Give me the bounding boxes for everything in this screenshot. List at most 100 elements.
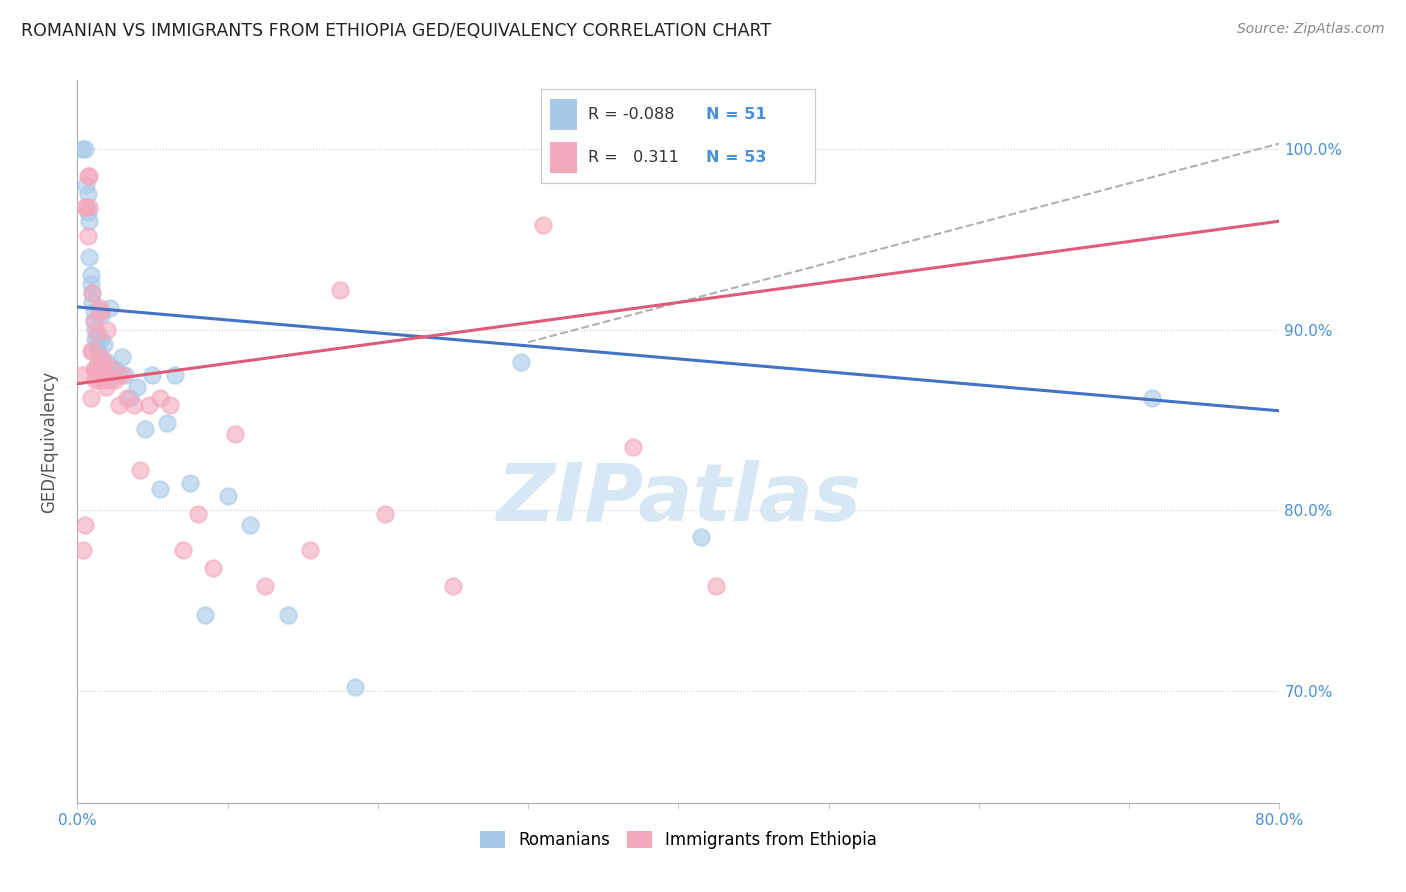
Point	[79, 200, 101, 214]
Bar	[550, 142, 576, 173]
Point	[75, 200, 97, 214]
Point	[201, 561, 224, 575]
Point	[80, 391, 103, 405]
Point	[224, 427, 246, 442]
Point	[82, 295, 104, 310]
Point	[84, 322, 107, 336]
Point	[100, 373, 122, 387]
Point	[93, 355, 115, 369]
Text: R = -0.088: R = -0.088	[588, 107, 675, 122]
Point	[239, 517, 262, 532]
Point	[86, 341, 108, 355]
Point	[84, 362, 107, 376]
Point	[72, 542, 94, 557]
Point	[172, 542, 194, 557]
Point	[159, 398, 181, 412]
Point	[79, 169, 101, 183]
Point	[91, 362, 114, 376]
Point	[277, 607, 299, 622]
Point	[107, 368, 129, 382]
Point	[80, 277, 103, 292]
Point	[83, 362, 105, 376]
Point	[344, 680, 367, 694]
Point	[531, 218, 554, 232]
Point	[124, 398, 146, 412]
Point	[194, 607, 217, 622]
Point	[91, 355, 114, 369]
Text: Source: ZipAtlas.com: Source: ZipAtlas.com	[1237, 22, 1385, 37]
Point	[79, 250, 101, 264]
Point	[104, 362, 127, 376]
Point	[82, 286, 104, 301]
Point	[111, 368, 134, 382]
Point	[70, 142, 93, 156]
Point	[149, 482, 172, 496]
Point	[87, 344, 110, 359]
Point	[76, 205, 98, 219]
Point	[254, 579, 277, 593]
Point	[87, 355, 110, 369]
Point	[75, 178, 97, 192]
Y-axis label: GED/Equivalency: GED/Equivalency	[41, 370, 59, 513]
Legend: Romanians, Immigrants from Ethiopia: Romanians, Immigrants from Ethiopia	[474, 824, 883, 856]
Point	[90, 304, 112, 318]
Point	[96, 322, 118, 336]
Point	[118, 391, 141, 405]
Point	[73, 142, 96, 156]
Point	[89, 362, 111, 376]
Point	[134, 422, 156, 436]
Point	[163, 368, 186, 382]
Point	[73, 517, 96, 532]
Point	[82, 286, 104, 301]
Bar	[550, 98, 576, 130]
Point	[76, 169, 98, 183]
Point	[441, 579, 464, 593]
Point	[90, 308, 112, 322]
Point	[374, 507, 396, 521]
Point	[76, 228, 98, 243]
Point	[108, 398, 131, 412]
Point	[84, 332, 107, 346]
Point	[89, 304, 111, 318]
Point	[73, 200, 96, 214]
Text: R =   0.311: R = 0.311	[588, 150, 679, 165]
Point	[509, 355, 531, 369]
Point	[93, 368, 115, 382]
Point	[89, 301, 111, 315]
Point	[713, 142, 735, 156]
Point	[89, 350, 111, 364]
Point	[90, 350, 112, 364]
Point	[83, 313, 105, 327]
Point	[91, 373, 114, 387]
Point	[70, 368, 93, 382]
Point	[104, 373, 127, 387]
Point	[186, 507, 209, 521]
Point	[100, 301, 122, 315]
Point	[690, 530, 713, 544]
Point	[94, 362, 117, 376]
Text: N = 51: N = 51	[706, 107, 766, 122]
Point	[86, 362, 108, 376]
Point	[101, 362, 124, 376]
Point	[87, 373, 110, 387]
Point	[76, 187, 98, 202]
Point	[621, 440, 644, 454]
Point	[93, 337, 115, 351]
Point	[82, 344, 104, 359]
Point	[94, 380, 117, 394]
Point	[86, 326, 108, 341]
Point	[90, 332, 112, 346]
Point	[79, 214, 101, 228]
Point	[329, 283, 352, 297]
Point	[1140, 391, 1163, 405]
Point	[111, 350, 134, 364]
Point	[149, 391, 172, 405]
Point	[217, 489, 239, 503]
Point	[299, 542, 322, 557]
Point	[704, 579, 727, 593]
Text: ROMANIAN VS IMMIGRANTS FROM ETHIOPIA GED/EQUIVALENCY CORRELATION CHART: ROMANIAN VS IMMIGRANTS FROM ETHIOPIA GED…	[21, 22, 772, 40]
Point	[83, 313, 105, 327]
Point	[96, 355, 118, 369]
Point	[179, 476, 201, 491]
Point	[115, 391, 138, 405]
